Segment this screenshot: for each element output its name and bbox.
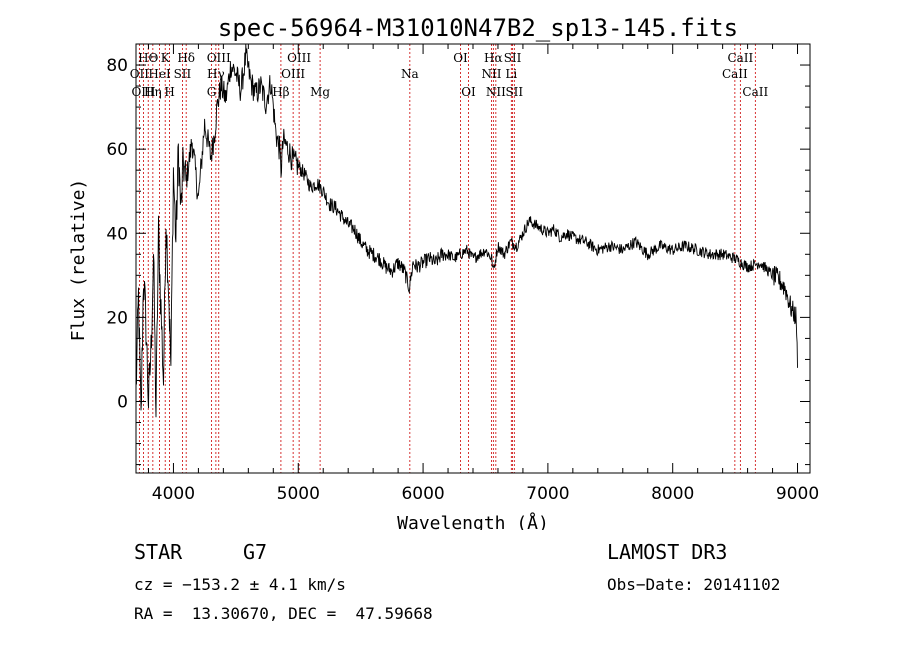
axis-ticks: 4000 5000 6000 7000 8000 9000 0 20 40 60 80 bbox=[106, 43, 819, 504]
emission-line-label: SII bbox=[504, 51, 522, 65]
survey-name: LAMOST DR3 bbox=[607, 540, 728, 564]
emission-line-label: HeI bbox=[148, 67, 171, 81]
y-tick-label: 0 bbox=[117, 393, 128, 413]
redshift-cz: cz = −153.2 ± 4.1 km/s bbox=[134, 575, 346, 594]
emission-line-label: OIII bbox=[281, 67, 305, 81]
y-tick-label: 40 bbox=[106, 224, 128, 244]
emission-line-label: H bbox=[164, 85, 174, 99]
spectrum-series bbox=[135, 44, 798, 418]
plot-frame bbox=[135, 43, 811, 474]
emission-line-label: OII bbox=[130, 67, 150, 81]
x-axis-label: Wavelength (Å) bbox=[397, 512, 549, 530]
y-tick-label: 20 bbox=[106, 308, 128, 328]
emission-line-markers bbox=[138, 44, 756, 473]
emission-line-label: K bbox=[161, 51, 171, 65]
emission-line-label: HΘ bbox=[138, 51, 158, 65]
emission-line-label: Hβ bbox=[272, 85, 289, 99]
x-tick-label: 6000 bbox=[401, 484, 444, 504]
chart-title: spec-56964-M31010N47B2_sp13-145.fits bbox=[218, 14, 738, 42]
emission-line-label: OIII bbox=[131, 85, 155, 99]
object-class: STAR bbox=[134, 540, 183, 564]
emission-line-label: SII bbox=[505, 85, 523, 99]
x-tick-label: 8000 bbox=[651, 484, 694, 504]
y-axis-label: Flux (relative) bbox=[68, 179, 89, 342]
obs-date: Obs−Date: 20141102 bbox=[607, 575, 781, 594]
emission-line-label: Na bbox=[401, 67, 419, 81]
emission-line-label: Hδ bbox=[177, 51, 195, 65]
emission-line-label: CaII bbox=[727, 51, 753, 65]
emission-line-label: OIII bbox=[287, 51, 311, 65]
emission-line-label: OI bbox=[453, 51, 468, 65]
emission-line-label: G bbox=[207, 85, 217, 99]
y-tick-label: 80 bbox=[106, 56, 128, 76]
x-tick-label: 7000 bbox=[526, 484, 569, 504]
x-tick-label: 4000 bbox=[152, 484, 195, 504]
emission-line-label: NII bbox=[486, 85, 506, 99]
emission-line-label: CaII bbox=[742, 85, 768, 99]
emission-line-label: Mg bbox=[310, 85, 330, 99]
emission-line-label: Hγ bbox=[207, 67, 225, 81]
x-tick-label: 9000 bbox=[776, 484, 819, 504]
emission-line-label: SII bbox=[174, 67, 192, 81]
emission-line-label: OI bbox=[461, 85, 476, 99]
emission-line-label: NII bbox=[481, 67, 501, 81]
x-tick-label: 5000 bbox=[277, 484, 320, 504]
y-tick-label: 60 bbox=[106, 140, 128, 160]
emission-line-label: Hα bbox=[484, 51, 503, 65]
emission-line-label: Hη bbox=[144, 85, 162, 99]
spectrum-chart: spec-56964-M31010N47B2_sp13-145.fits HΘ O… bbox=[68, 14, 819, 530]
spectrum-line bbox=[135, 44, 798, 418]
coordinates: RA = 13.30670, DEC = 47.59668 bbox=[134, 604, 433, 623]
emission-line-label: OIII bbox=[207, 51, 231, 65]
emission-line-label: CaII bbox=[722, 67, 748, 81]
emission-line-label: Li bbox=[505, 67, 517, 81]
object-subclass: G7 bbox=[243, 540, 268, 564]
